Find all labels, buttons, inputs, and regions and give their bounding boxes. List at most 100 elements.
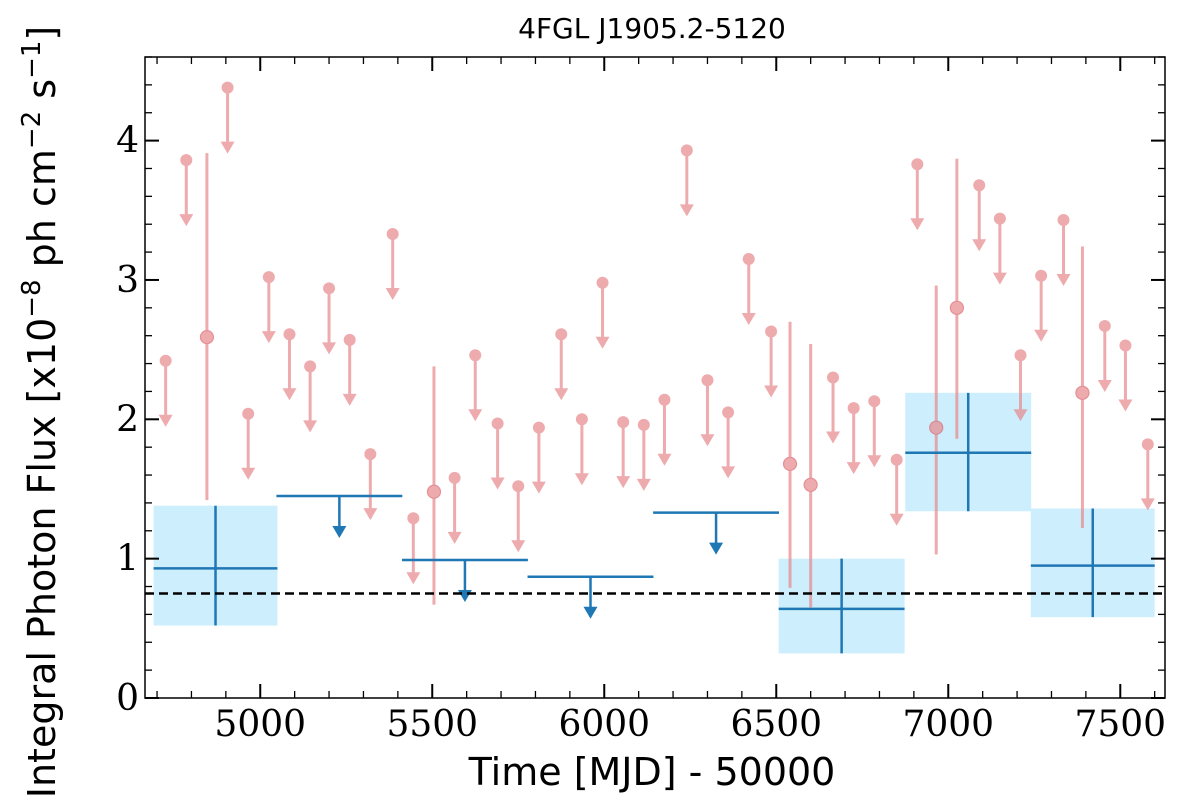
fine-upper-limit-point — [1098, 319, 1111, 332]
fine-upper-limit-point — [1057, 214, 1070, 227]
coarse-upper-limit-arrow — [457, 590, 472, 603]
y-tick-label: 4 — [116, 121, 139, 162]
fine-upper-limit-arrow — [342, 393, 357, 406]
fine-upper-limit-point — [407, 512, 420, 525]
fine-upper-limit-arrow — [490, 477, 505, 490]
fine-upper-limit-point — [973, 179, 986, 192]
fine-detection-1 — [426, 366, 442, 605]
x-tick-label: 7000 — [902, 704, 994, 745]
x-tick-label: 6500 — [730, 704, 822, 745]
fine-upper-limit-arrow — [531, 481, 546, 494]
fine-upper-limit-point — [491, 417, 504, 430]
y-tick-label: 3 — [116, 260, 139, 301]
fine-upper-limit-0 — [158, 354, 173, 427]
fine-detection-3 — [803, 344, 818, 608]
fine-upper-limit-point — [575, 413, 588, 426]
fine-upper-limit-arrow — [303, 420, 318, 433]
fine-upper-limit-14 — [490, 417, 505, 490]
x-tick-label: 7500 — [1074, 704, 1166, 745]
fine-upper-limit-arrow — [511, 540, 526, 553]
fine-upper-limit-39 — [1118, 339, 1133, 412]
fine-upper-limit-26 — [741, 253, 756, 326]
fine-upper-limit-point — [868, 395, 881, 408]
fine-upper-limit-5 — [282, 328, 297, 401]
fine-upper-limit-arrow — [764, 385, 779, 398]
fine-upper-limit-point — [304, 360, 317, 373]
fine-detection-point — [929, 420, 944, 435]
coarse-bin-series — [153, 392, 1155, 654]
fine-upper-limit-19 — [595, 276, 610, 349]
chart-title: 4FGL J1905.2-5120 — [518, 12, 786, 45]
y-tick-label: 0 — [116, 678, 139, 719]
fine-upper-limit-arrow — [992, 272, 1007, 285]
fine-detection-2 — [782, 321, 798, 588]
fine-upper-limit-arrow — [241, 467, 256, 480]
fine-upper-limit-point — [911, 158, 924, 171]
fine-upper-limit-arrow — [679, 204, 694, 217]
coarse-upper-limit-2 — [527, 575, 654, 619]
fine-upper-limit-arrow — [574, 473, 589, 486]
fine-upper-limit-40 — [1140, 438, 1155, 511]
fine-upper-limit-36 — [1034, 269, 1049, 342]
fine-upper-limit-point — [242, 407, 255, 420]
coarse-bin-bands — [153, 392, 1155, 654]
fine-upper-limit-point — [262, 271, 275, 284]
fine-upper-limit-30 — [867, 395, 882, 468]
fine-upper-limit-arrow — [406, 572, 421, 585]
fine-upper-limit-arrow — [322, 342, 337, 355]
coarse-detection-2 — [905, 392, 1032, 512]
fine-detection-point — [426, 484, 442, 499]
fine-upper-limit-arrow — [741, 313, 756, 326]
fine-upper-limit-point — [1119, 339, 1132, 352]
coarse-detection-0 — [153, 505, 278, 626]
x-tick-label: 6000 — [558, 704, 650, 745]
fine-upper-limit-9 — [363, 448, 378, 521]
plot-frame — [144, 56, 1166, 699]
fine-upper-limit-6 — [303, 360, 318, 433]
fine-upper-limit-38 — [1097, 319, 1112, 392]
coarse-upper-limit-arrow — [709, 542, 724, 555]
coarse-upper-limit-0 — [276, 494, 403, 538]
coarse-upper-limit-1 — [401, 558, 528, 603]
fine-upper-limit-13 — [468, 349, 483, 422]
coarse-upper-limit-arrow — [583, 606, 598, 619]
fine-upper-limit-point — [343, 333, 356, 346]
fine-upper-limit-arrow — [447, 531, 462, 544]
fine-upper-limit-20 — [616, 416, 631, 489]
fine-upper-limit-31 — [889, 453, 904, 526]
y-axis-title-mid: ph cm — [20, 149, 64, 279]
fine-upper-limit-arrow — [220, 141, 235, 154]
fine-upper-limit-arrow — [1013, 409, 1028, 422]
fine-upper-limit-point — [617, 416, 630, 429]
fine-upper-limit-point — [323, 282, 336, 295]
fine-upper-limit-arrow — [468, 409, 483, 422]
x-tick-label: 5500 — [386, 704, 478, 745]
fine-upper-limit-point — [180, 154, 193, 167]
fine-upper-limit-point — [637, 418, 650, 431]
fine-upper-limit-arrow — [616, 476, 631, 489]
fine-upper-limit-2 — [220, 81, 235, 154]
fine-detection-4 — [929, 285, 944, 555]
fine-detection-6 — [1075, 246, 1090, 528]
fine-upper-limit-23 — [679, 144, 694, 217]
fine-upper-limit-12 — [447, 471, 462, 544]
fine-upper-limit-point — [159, 354, 172, 367]
fine-upper-limit-arrow — [972, 239, 987, 252]
fine-upper-limit-point — [680, 144, 693, 157]
fine-upper-limit-point — [448, 471, 461, 484]
fine-upper-limit-point — [386, 227, 399, 240]
fine-upper-limit-point — [283, 328, 296, 341]
fine-upper-limit-arrow — [282, 388, 297, 401]
fine-upper-limit-arrow — [721, 466, 736, 479]
fine-upper-limit-34 — [992, 212, 1007, 285]
fine-upper-limit-arrow — [363, 508, 378, 521]
fine-upper-limit-10 — [385, 227, 400, 300]
fine-upper-limit-arrow — [1034, 329, 1049, 342]
fine-upper-limit-arrow — [657, 453, 672, 466]
fine-upper-limit-16 — [531, 421, 546, 494]
fine-upper-limit-29 — [846, 402, 861, 475]
fine-upper-limit-point — [742, 253, 755, 266]
fine-upper-limit-point — [658, 393, 671, 406]
coarse-detection-1 — [778, 558, 905, 654]
